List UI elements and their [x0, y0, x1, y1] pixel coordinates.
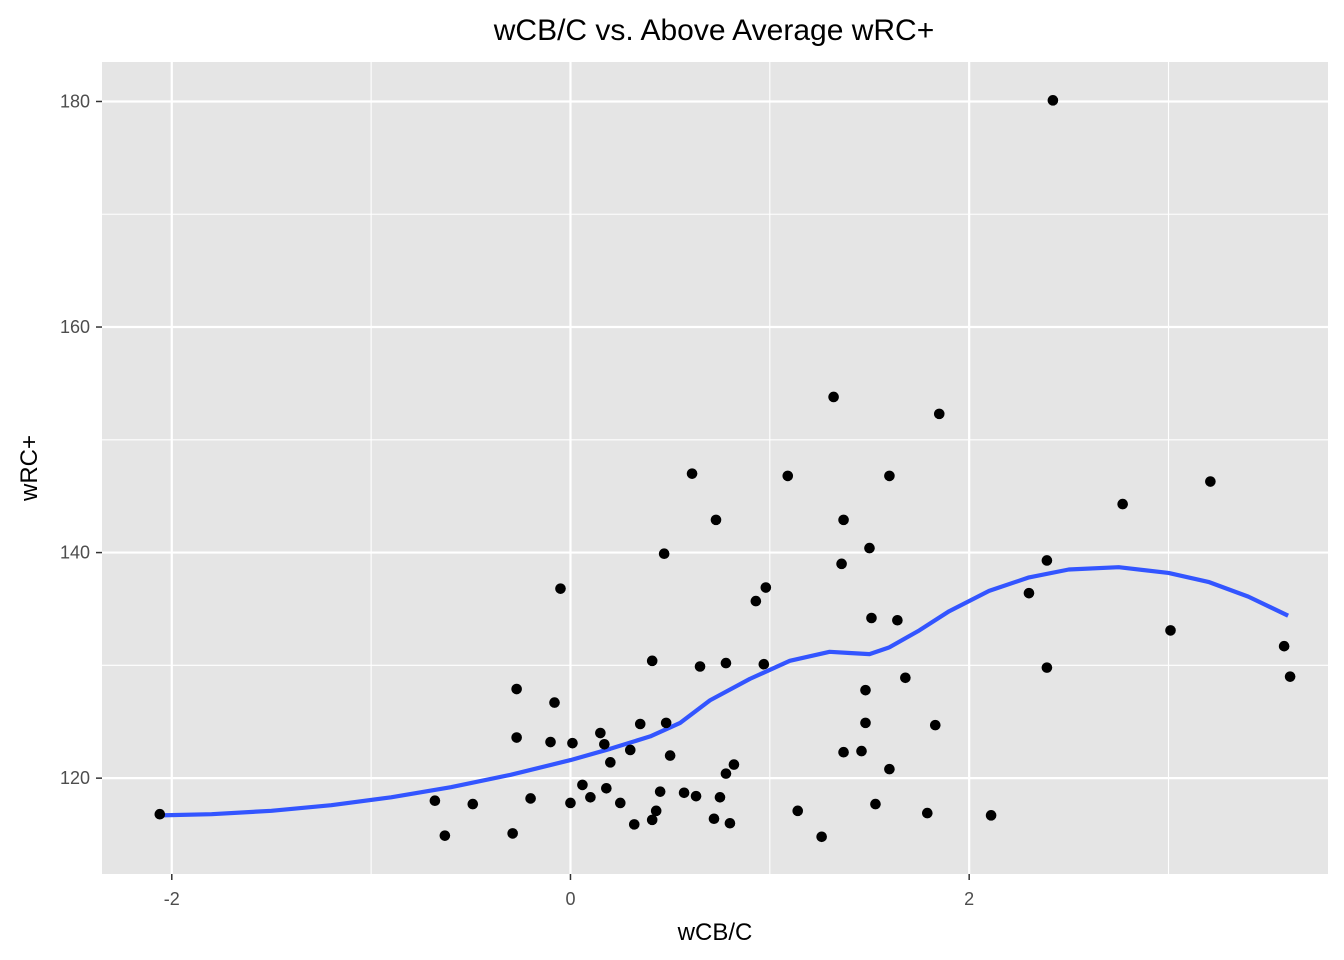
- data-point: [782, 470, 794, 482]
- data-point: [1165, 625, 1176, 636]
- data-point: [860, 717, 871, 729]
- x-tick-label: -2: [164, 889, 180, 909]
- minor-gridlines: [102, 62, 1328, 874]
- data-point: [507, 828, 518, 839]
- x-tick-label: 2: [964, 889, 974, 909]
- x-axis-title: wCB/C: [677, 919, 753, 946]
- data-point: [884, 763, 895, 775]
- data-point: [694, 661, 706, 672]
- data-point: [555, 583, 566, 594]
- data-point: [933, 408, 945, 420]
- data-point: [892, 614, 903, 626]
- data-point: [601, 782, 612, 794]
- data-point: [1047, 95, 1059, 106]
- data-point: [646, 814, 658, 826]
- data-point: [922, 807, 933, 819]
- y-tick-label: 120: [60, 768, 90, 788]
- data-point: [549, 697, 560, 708]
- data-point: [720, 768, 732, 779]
- scatter-points: [154, 95, 1296, 843]
- data-point: [585, 792, 596, 803]
- data-point: [605, 757, 616, 768]
- data-point: [870, 798, 881, 810]
- data-point: [985, 810, 997, 821]
- data-point: [816, 831, 827, 843]
- data-point: [154, 808, 166, 820]
- data-point: [758, 658, 770, 670]
- data-point: [838, 746, 849, 758]
- data-point: [828, 391, 839, 403]
- data-point: [525, 793, 536, 804]
- data-point: [654, 786, 666, 797]
- data-point: [860, 684, 871, 696]
- data-point: [1041, 662, 1053, 673]
- data-point: [884, 470, 895, 482]
- data-point: [1041, 555, 1053, 566]
- data-point: [650, 805, 662, 817]
- y-tick-label: 140: [60, 543, 90, 563]
- data-point: [565, 797, 576, 809]
- y-axis: 120 140 160 180: [60, 91, 102, 788]
- smooth-layer: [159, 565, 1290, 818]
- data-point: [646, 655, 658, 667]
- data-point: [708, 813, 720, 825]
- x-tick-label: 0: [565, 889, 575, 909]
- plot-panel: [102, 62, 1328, 874]
- data-point: [1205, 476, 1216, 487]
- y-tick-label: 180: [60, 91, 90, 111]
- data-point: [724, 817, 736, 829]
- data-point: [595, 727, 606, 739]
- data-point: [615, 797, 626, 809]
- data-point: [728, 759, 740, 770]
- major-gridlines: [102, 62, 1328, 874]
- y-tick-label: 160: [60, 317, 90, 337]
- data-point: [658, 548, 670, 560]
- data-point: [690, 790, 702, 802]
- data-point: [634, 718, 646, 730]
- data-point: [599, 739, 610, 750]
- data-point: [1117, 498, 1128, 510]
- data-point: [429, 795, 441, 806]
- data-point: [929, 719, 941, 731]
- chart-title: wCB/C vs. Above Average wRC+: [493, 14, 934, 47]
- data-point: [678, 787, 690, 799]
- data-point: [710, 514, 722, 526]
- data-point: [664, 750, 676, 761]
- data-point: [567, 737, 578, 749]
- data-point: [714, 792, 726, 803]
- data-point: [720, 657, 732, 669]
- data-point: [628, 819, 640, 830]
- y-axis-title: wRC+: [16, 435, 43, 502]
- data-point: [900, 672, 911, 684]
- data-point: [511, 683, 522, 695]
- data-point: [545, 736, 556, 748]
- data-point: [1278, 640, 1290, 652]
- data-point: [511, 732, 522, 743]
- data-point: [686, 468, 698, 479]
- data-point: [760, 582, 772, 593]
- data-point: [624, 744, 636, 756]
- data-point: [1284, 671, 1296, 682]
- data-point: [577, 779, 588, 791]
- data-point: [792, 805, 804, 817]
- smooth-trend-line: [159, 565, 1290, 818]
- data-point: [864, 542, 875, 554]
- data-point: [836, 558, 847, 570]
- data-point: [1023, 587, 1035, 599]
- data-point: [838, 514, 849, 526]
- data-point: [439, 830, 451, 841]
- data-point: [467, 798, 479, 810]
- x-axis: -2 0 2: [164, 874, 974, 909]
- data-point: [660, 717, 672, 729]
- data-point: [866, 612, 877, 624]
- data-point: [856, 745, 867, 757]
- data-point: [750, 595, 762, 607]
